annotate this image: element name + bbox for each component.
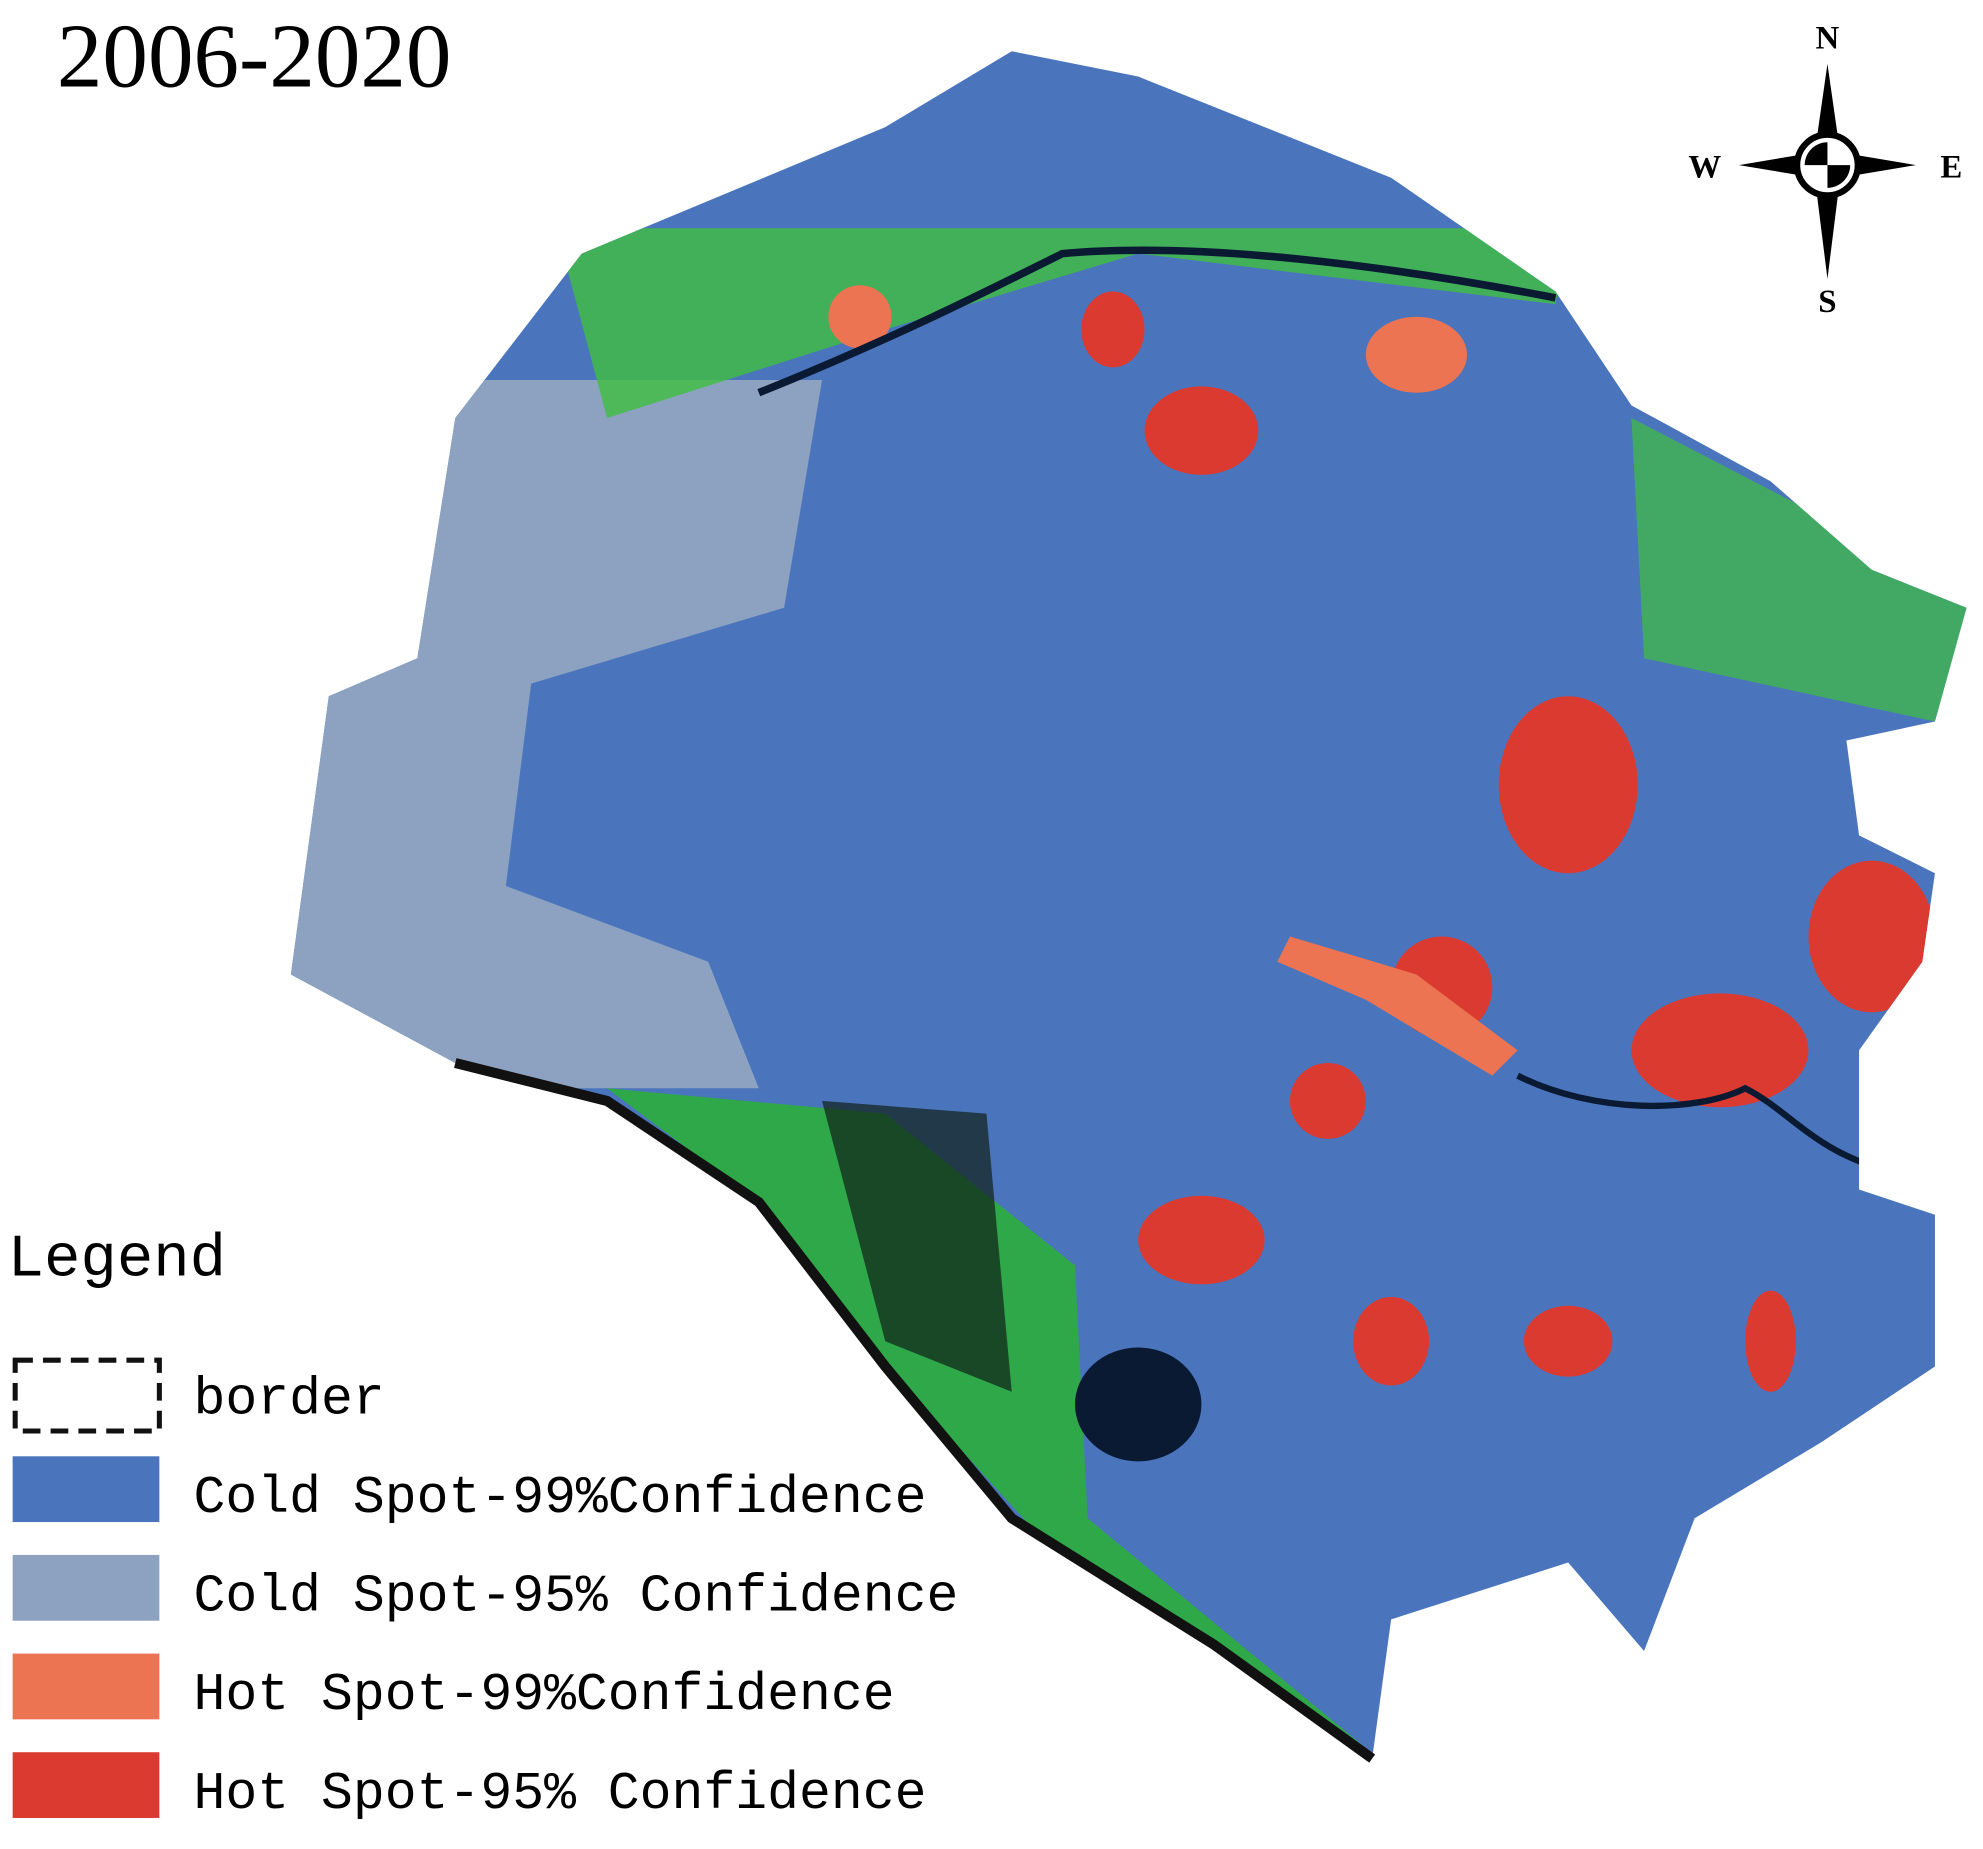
water-fields (822, 1100, 1012, 1392)
hot-spot-99 (1365, 316, 1468, 393)
legend-title: Legend (8, 1225, 227, 1294)
legend-label: Hot Spot-99%Confidence (193, 1665, 894, 1725)
legend-swatch (12, 1752, 160, 1818)
legend-label: Cold Spot-99%Confidence (193, 1468, 926, 1528)
legend-label: Hot Spot-95% Confidence (193, 1764, 926, 1824)
vegetation (556, 228, 1569, 419)
legend-swatch (12, 1554, 160, 1621)
hot-spot-99 (828, 285, 892, 349)
compass-south: S (1818, 284, 1836, 320)
vegetation (607, 1088, 1379, 1759)
compass-east: E (1940, 150, 1962, 186)
vegetation (1631, 418, 1967, 722)
hot-spot (1144, 386, 1259, 475)
legend-label: border (193, 1369, 384, 1429)
legend-swatch (12, 1653, 160, 1720)
hot-spot (1353, 1296, 1430, 1386)
legend-swatch (12, 1456, 160, 1523)
river (1516, 1072, 1923, 1180)
lake (1074, 1347, 1202, 1462)
hot-spot (1289, 1062, 1366, 1139)
legend: border Cold Spot-99%Confidence Cold Spot-9… (12, 1357, 958, 1824)
compass-north: N (1816, 21, 1840, 57)
hot-spot (1745, 1290, 1796, 1392)
legend-swatch (12, 1357, 162, 1434)
hot-spot-99 (1277, 936, 1518, 1076)
compass: N S W E (1688, 21, 1962, 320)
hot-spot (1523, 1305, 1613, 1377)
boundary (454, 1058, 1376, 1763)
hot-spot (1631, 993, 1809, 1108)
hot-spot (1808, 860, 1935, 1013)
hot-spot (1138, 1195, 1265, 1285)
river (757, 246, 1557, 397)
compass-west: W (1688, 150, 1721, 186)
legend-label: Cold Spot-95% Confidence (193, 1567, 958, 1627)
hot-spot (1081, 291, 1145, 368)
map-title: 2006-2020 (57, 6, 452, 107)
hot-spot (1498, 696, 1638, 874)
